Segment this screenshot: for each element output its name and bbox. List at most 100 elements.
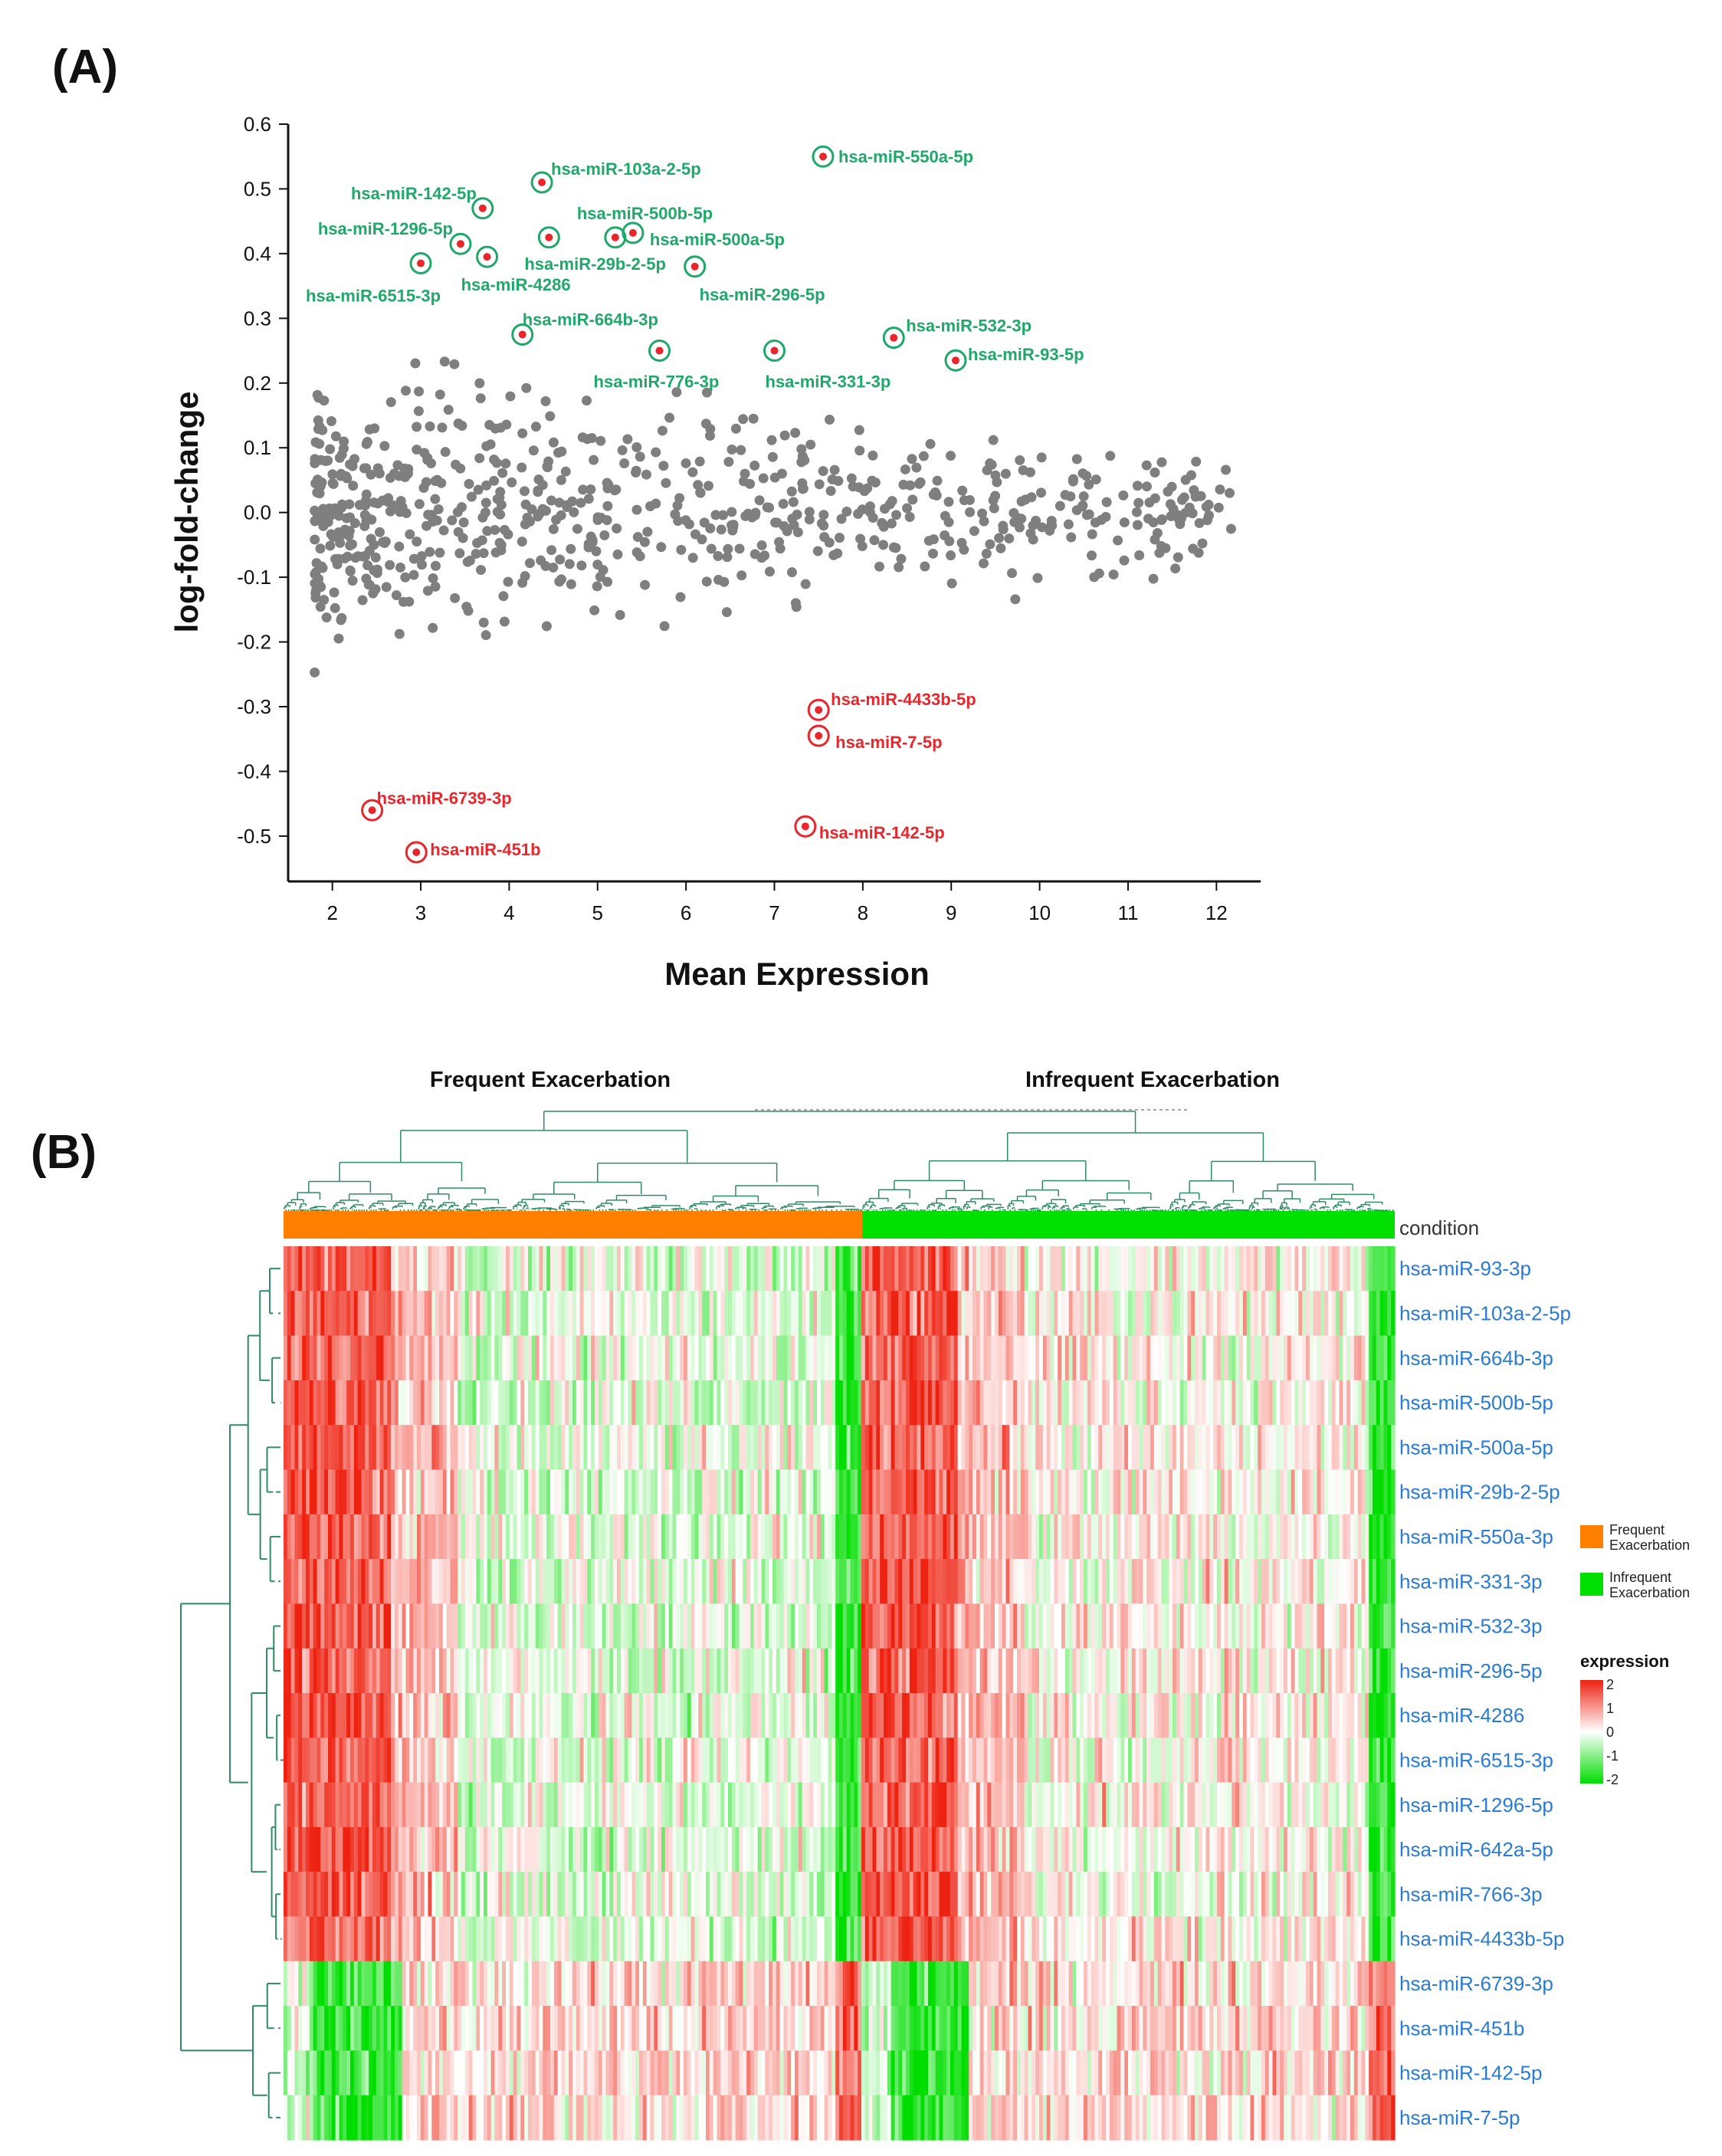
- data-point: [428, 573, 438, 583]
- heatmap-cell: [1261, 1246, 1266, 1291]
- heatmap-cell: [1276, 1335, 1281, 1381]
- heatmap-cell: [761, 1514, 766, 1560]
- heatmap-cell: [1195, 1469, 1199, 1515]
- heatmap-cell: [1173, 1425, 1177, 1471]
- heatmap-cell: [680, 1335, 684, 1381]
- heatmap-cell: [902, 1469, 907, 1515]
- heatmap-cell: [687, 1335, 692, 1381]
- data-point: [422, 586, 433, 596]
- heatmap-cell: [864, 1335, 870, 1381]
- heatmap-cell: [946, 1335, 951, 1381]
- data-point: [713, 551, 723, 562]
- data-point: [461, 602, 472, 612]
- heatmap-cell: [1135, 1335, 1140, 1381]
- heatmap-cell: [409, 1469, 414, 1515]
- heatmap-cell: [1302, 1514, 1307, 1560]
- data-point: [1179, 492, 1189, 503]
- heatmap-cell: [1135, 1425, 1140, 1471]
- heatmap-cell: [1005, 1335, 1010, 1381]
- heatmap-cell: [1239, 1246, 1244, 1291]
- heatmap-cell: [528, 1291, 533, 1337]
- heatmap-cell: [439, 1469, 444, 1515]
- heatmap-cell: [1017, 1246, 1022, 1291]
- heatmap-cell: [680, 1514, 684, 1560]
- heatmap-cell: [309, 1291, 314, 1337]
- heatmap-cell: [1287, 1469, 1292, 1515]
- heatmap-cell: [957, 1469, 963, 1515]
- data-point: [310, 534, 320, 545]
- data-point: [364, 579, 375, 590]
- heatmap-cell: [1287, 1291, 1292, 1337]
- heatmap-cell: [928, 1246, 933, 1291]
- heatmap-cell: [1284, 1380, 1288, 1426]
- heatmap-cell: [591, 1291, 595, 1337]
- heatmap-cell: [361, 1469, 366, 1515]
- heatmap-cell: [1058, 1291, 1062, 1337]
- heatmap-cell: [587, 1380, 592, 1426]
- data-point: [455, 463, 466, 474]
- heatmap-cell: [1264, 1291, 1270, 1337]
- heatmap-cell: [973, 1380, 977, 1426]
- heatmap-cell: [661, 1335, 666, 1381]
- heatmap-cell: [987, 1469, 992, 1515]
- heatmap-cell: [998, 1335, 1003, 1381]
- heatmap-cell: [1046, 1291, 1051, 1337]
- data-point: [879, 504, 890, 514]
- heatmap-cell: [998, 1469, 1003, 1515]
- heatmap-cell: [724, 1380, 729, 1426]
- heatmap-cell: [1146, 1246, 1151, 1291]
- heatmap-cell: [472, 1335, 477, 1381]
- heatmap-cell: [1183, 1425, 1188, 1471]
- heatmap-cell: [846, 1425, 851, 1471]
- heatmap-cell: [991, 1469, 995, 1515]
- heatmap-cell: [946, 1246, 951, 1291]
- heatmap-cell: [820, 1246, 825, 1291]
- heatmap-cell: [791, 1469, 795, 1515]
- heatmap-cell: [1287, 1514, 1292, 1560]
- heatmap-cell: [868, 1291, 874, 1337]
- heatmap-cell: [287, 1335, 292, 1381]
- y-tick-label: 0.5: [244, 177, 271, 200]
- heatmap-cell: [1391, 1335, 1396, 1381]
- heatmap-cell: [850, 1380, 854, 1426]
- heatmap-cell: [450, 1514, 454, 1560]
- heatmap-cell: [1258, 1425, 1262, 1471]
- heatmap-cell: [1350, 1514, 1355, 1560]
- heatmap-cell: [1264, 1335, 1270, 1381]
- heatmap-cell: [1383, 1514, 1388, 1560]
- heatmap-cell: [1369, 1425, 1373, 1471]
- heatmap-cell: [664, 1425, 670, 1471]
- heatmap-cell: [372, 1291, 377, 1337]
- heatmap-cell: [383, 1380, 388, 1426]
- heatmap-cell: [553, 1514, 559, 1560]
- heatmap-cell: [1353, 1380, 1359, 1426]
- heatmap-cell: [361, 1380, 366, 1426]
- heatmap-cell: [1173, 1291, 1177, 1337]
- heatmap-cell: [476, 1335, 481, 1381]
- heatmap-cell: [1124, 1469, 1129, 1515]
- heatmap-cell: [839, 1335, 844, 1381]
- heatmap-cell: [539, 1425, 543, 1471]
- heatmap-cell: [1373, 1469, 1377, 1515]
- data-point: [370, 552, 381, 563]
- heatmap-cell: [1284, 1335, 1288, 1381]
- heatmap-cell: [1035, 1380, 1040, 1426]
- heatmap-cell: [346, 1335, 351, 1381]
- heatmap-cell: [702, 1335, 707, 1381]
- heatmap-cell: [1113, 1514, 1118, 1560]
- heatmap-cell: [595, 1469, 599, 1515]
- heatmap-cell: [1058, 1425, 1062, 1471]
- heatmap-cell: [1187, 1291, 1192, 1337]
- point-label: hsa-miR-532-3p: [906, 317, 1032, 336]
- heatmap-cell: [543, 1291, 547, 1337]
- heatmap-cell: [520, 1514, 525, 1560]
- heatmap-cell: [1143, 1425, 1147, 1471]
- heatmap-cell: [1046, 1335, 1051, 1381]
- heatmap-cell: [731, 1514, 736, 1560]
- data-point: [491, 458, 502, 468]
- data-point: [1020, 494, 1031, 505]
- heatmap-cell: [1128, 1380, 1133, 1426]
- heatmap-cell: [417, 1469, 421, 1515]
- heatmap-cell: [1146, 1425, 1151, 1471]
- heatmap-cell: [476, 1469, 481, 1515]
